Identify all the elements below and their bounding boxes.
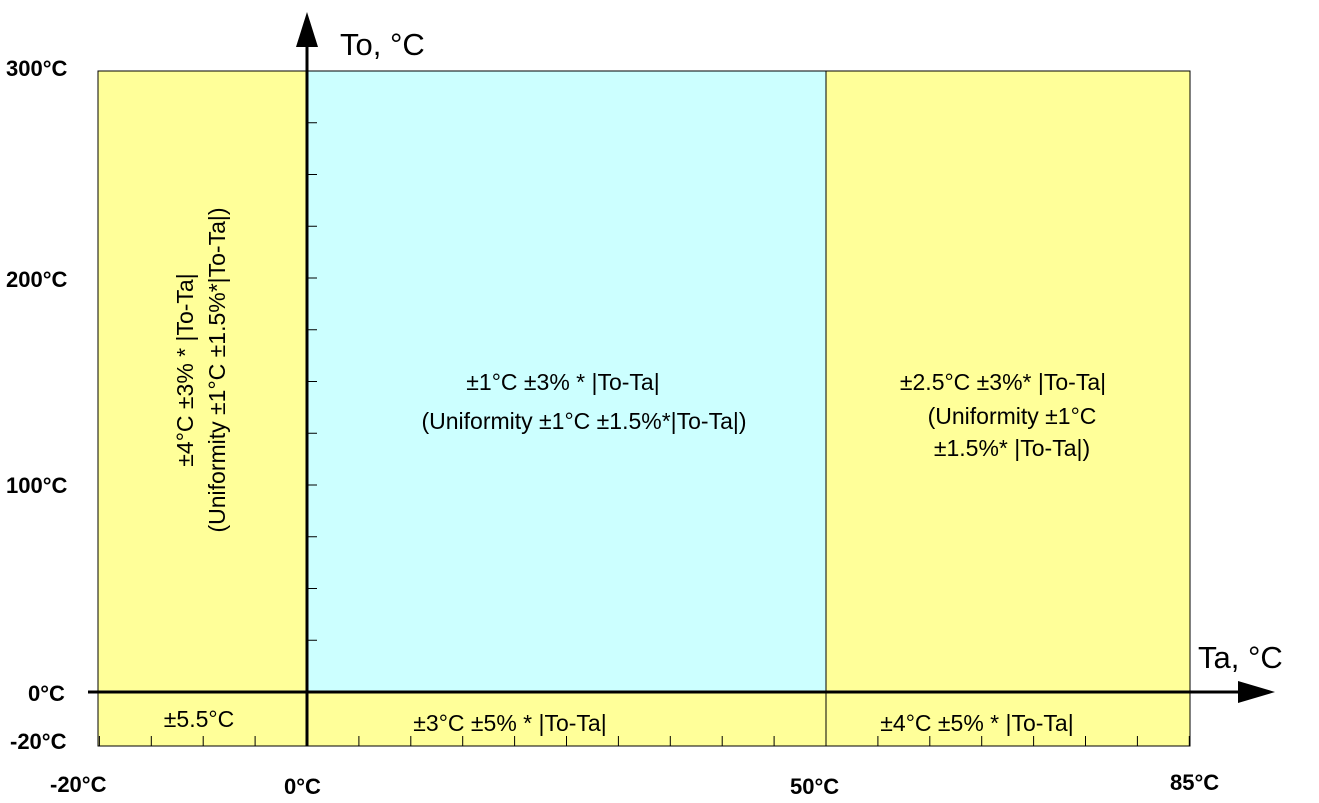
x-tick-label-85: 85°C <box>1170 770 1219 795</box>
zone-center-line1: ±1°C ±3% * |To-Ta| <box>466 369 659 395</box>
zone-left-line2: (Uniformity ±1°C ±1.5%*|To-Ta|) <box>204 207 230 532</box>
zone-center-line2: (Uniformity ±1°C ±1.5%*|To-Ta|) <box>421 408 746 434</box>
zone-bottom-left-label: ±5.5°C <box>164 706 234 732</box>
x-axis-arrow <box>1238 681 1275 703</box>
zone-borders <box>97 70 1191 747</box>
zone-left-line1: ±4°C ±3% * |To-Ta| <box>172 273 198 466</box>
zone-right-line3: ±1.5%* |To-Ta|) <box>934 435 1090 461</box>
y-axis-title: To, °C <box>340 27 425 62</box>
zone-fills <box>98 71 1190 746</box>
y-axis-arrow <box>296 12 318 47</box>
y-tick-label-0: 0°C <box>28 681 65 706</box>
x-tick-label-0: 0°C <box>284 774 321 799</box>
zone-bottom-right-label: ±4°C ±5% * |To-Ta| <box>880 710 1073 736</box>
zone-left-label: ±4°C ±3% * |To-Ta| (Uniformity ±1°C ±1.5… <box>172 207 230 532</box>
axes <box>88 12 1275 746</box>
y-tick-label-minus20: -20°C <box>10 729 67 754</box>
zone-right-line1: ±2.5°C ±3%* |To-Ta| <box>900 369 1106 395</box>
y-tick-label-200: 200°C <box>6 267 68 292</box>
zone-right-fill <box>826 71 1190 746</box>
y-tick-label-300: 300°C <box>6 56 68 81</box>
x-axis-title: Ta, °C <box>1198 640 1283 675</box>
x-tick-label-50: 50°C <box>790 774 839 799</box>
x-tick-label-minus20: -20°C <box>50 772 107 797</box>
zone-bottom-center-label: ±3°C ±5% * |To-Ta| <box>413 710 606 736</box>
outer-border <box>97 70 1191 747</box>
x-axis-ticks <box>98 736 1190 746</box>
zone-left-fill <box>98 71 307 746</box>
zone-right-line2: (Uniformity ±1°C <box>928 403 1097 429</box>
x-tick-labels: -20°C 0°C 50°C 85°C <box>50 770 1219 799</box>
y-tick-labels: 300°C 200°C 100°C 0°C -20°C <box>6 56 68 754</box>
zone-center-fill <box>307 71 826 692</box>
y-tick-label-100: 100°C <box>6 473 68 498</box>
